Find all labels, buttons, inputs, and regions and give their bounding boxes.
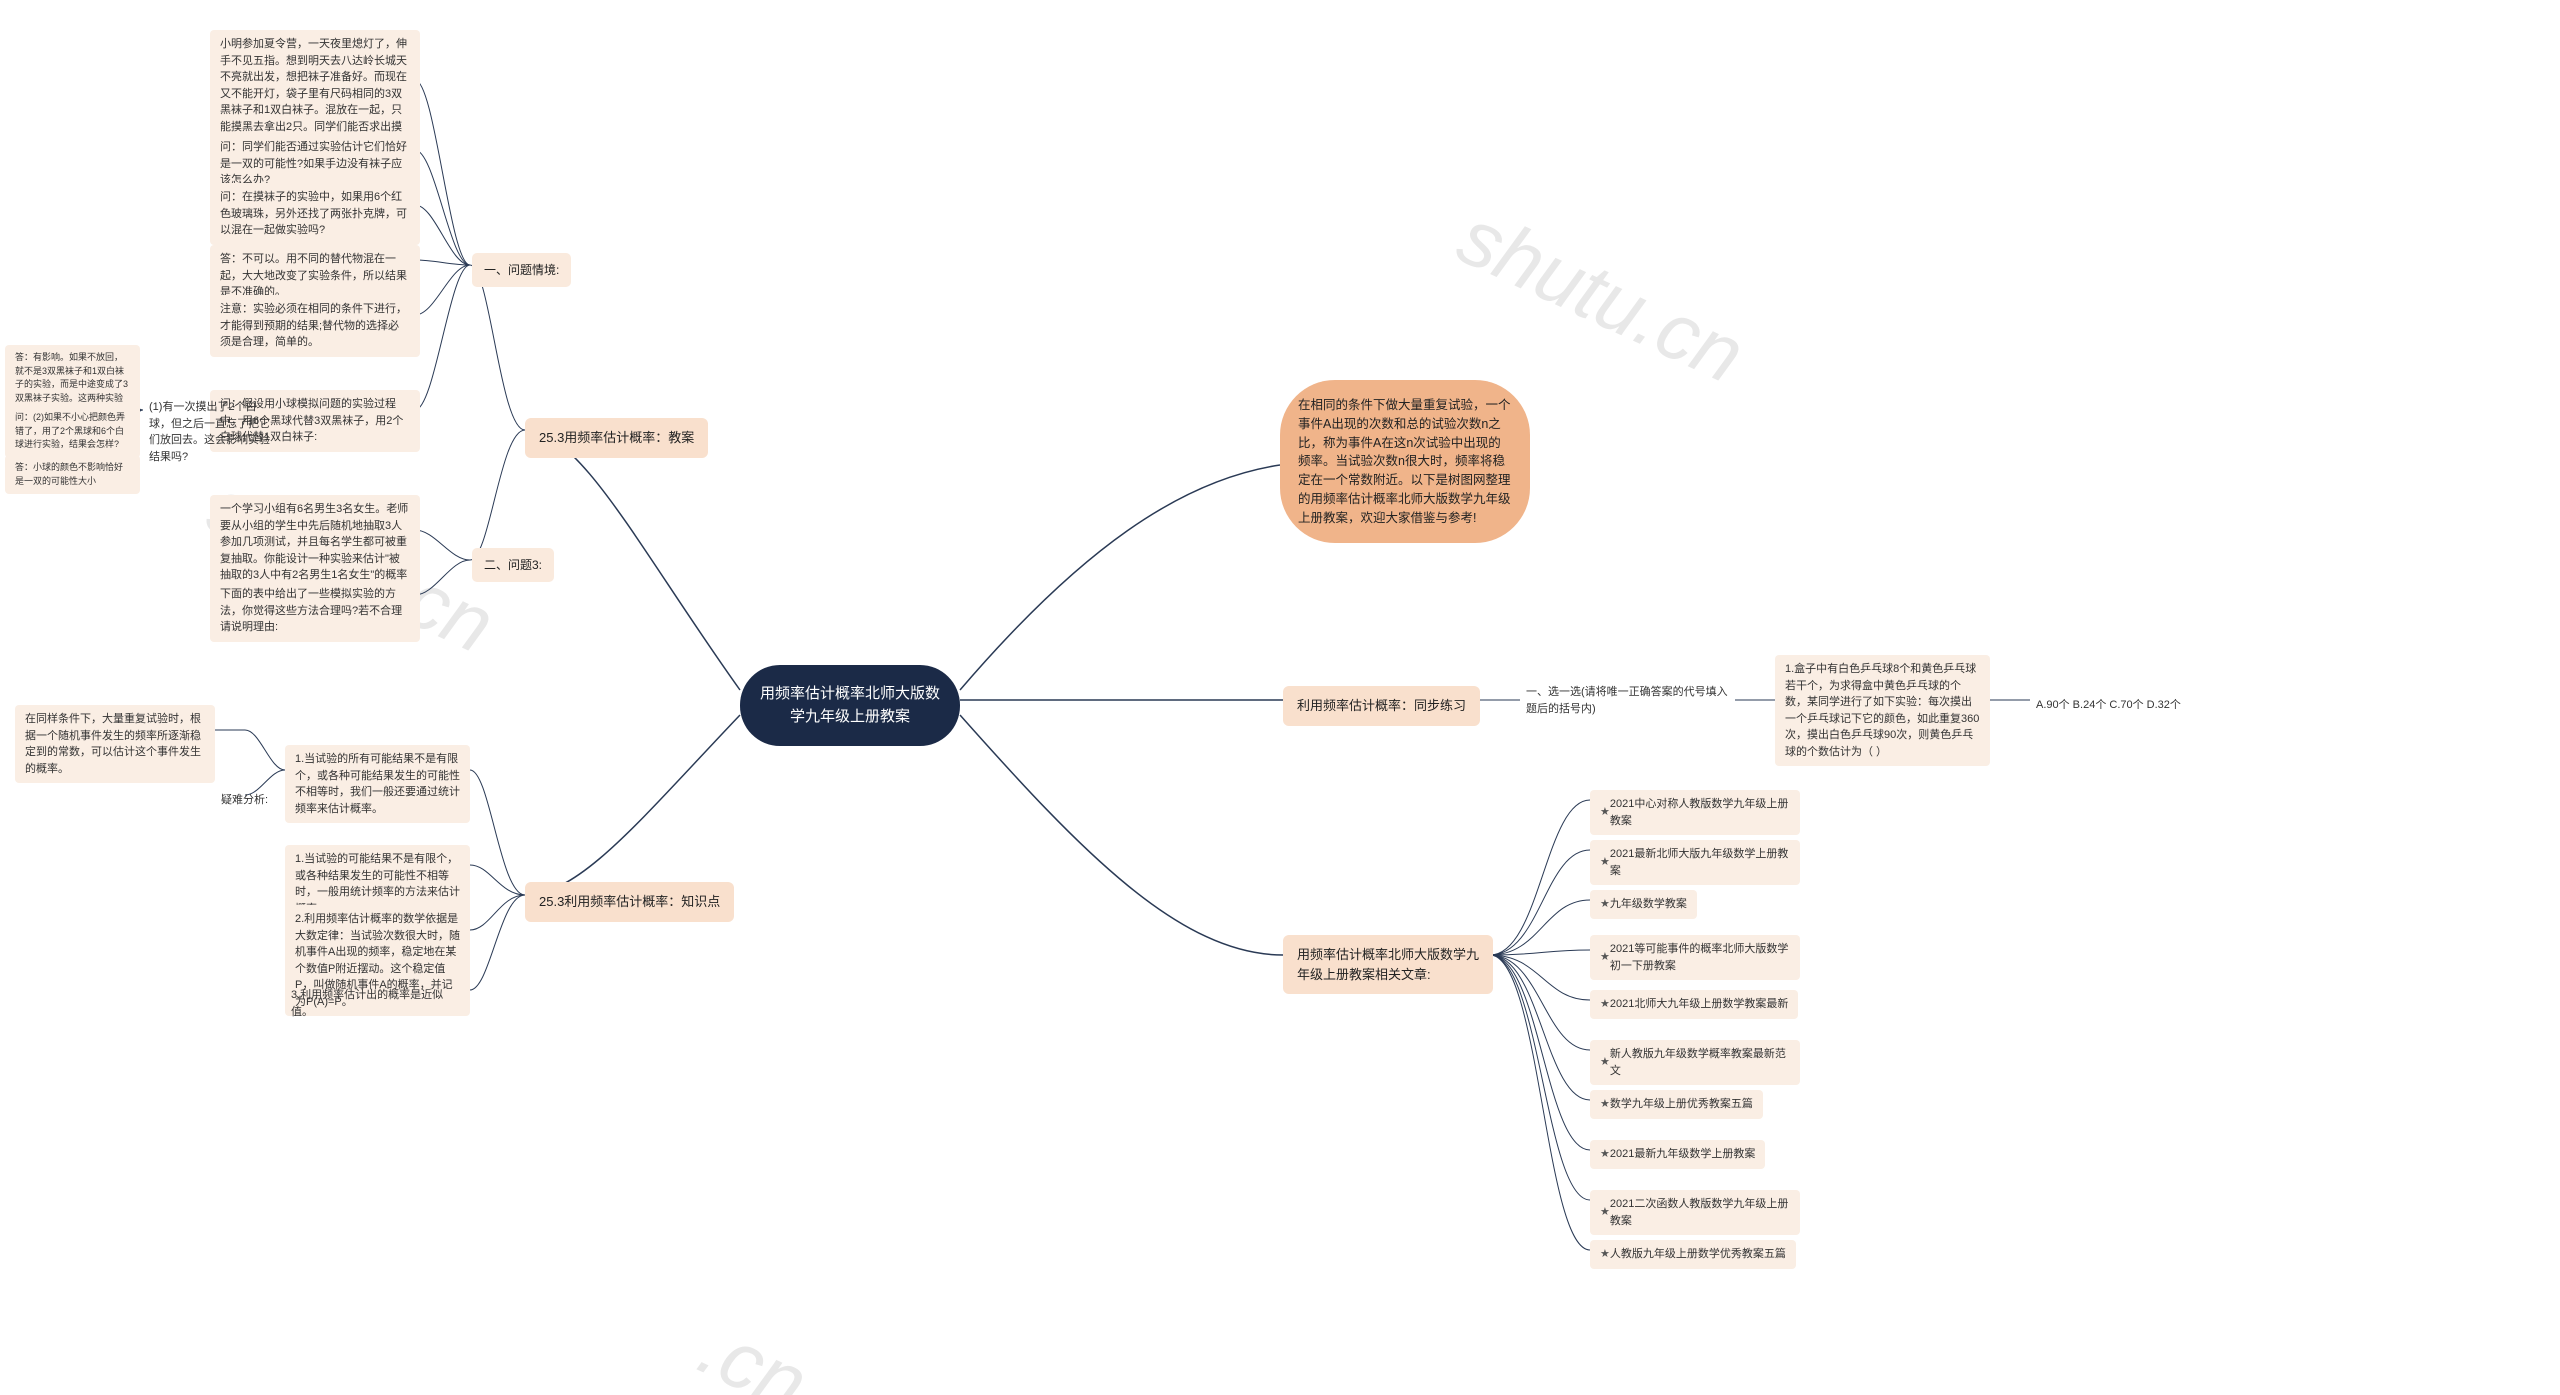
q3-item-1: 下面的表中给出了一些模拟实验的方法，你觉得这些方法合理吗?若不合理请说明理由:	[210, 580, 420, 642]
knowledge-label: 25.3利用频率估计概率：知识点	[539, 892, 720, 912]
center-text: 用频率估计概率北师大版数学九年级上册教案	[760, 683, 940, 728]
situation-node: 一、问题情境:	[472, 253, 571, 287]
related-label: 用频率估计概率北师大版数学九年级上册教案相关文章:	[1297, 945, 1479, 984]
knowledge-extra-label: 疑难分析:	[215, 788, 274, 813]
lesson-node: 25.3用频率估计概率：教案	[525, 418, 708, 458]
knowledge-item-3: 3.利用频率估计出的概率是近似值。	[285, 983, 470, 1024]
related-item-8: 2021二次函数人教版数学九年级上册教案	[1590, 1190, 1800, 1235]
practice-label: 利用频率估计概率：同步练习	[1297, 696, 1466, 716]
q3-node: 二、问题3:	[472, 548, 554, 582]
knowledge-extra: 在同样条件下，大量重复试验时，根据一个随机事件发生的频率所逐渐稳定到的常数，可以…	[15, 705, 215, 783]
practice-node: 利用频率估计概率：同步练习	[1283, 686, 1480, 726]
related-item-6: 数学九年级上册优秀教案五篇	[1590, 1090, 1763, 1119]
related-item-7: 2021最新九年级数学上册教案	[1590, 1140, 1765, 1169]
related-item-3: 2021等可能事件的概率北师大版数学初一下册教案	[1590, 935, 1800, 980]
ball-ans-1: 问：(2)如果不小心把颜色弄错了，用了2个黑球和6个白球进行实验，结果会怎样?	[5, 405, 140, 458]
related-item-5: 新人教版九年级数学概率教案最新范文	[1590, 1040, 1800, 1085]
related-item-9: 人教版九年级上册数学优秀教案五篇	[1590, 1240, 1796, 1269]
practice-q1: 1.盒子中有白色乒乓球8个和黄色乒乓球若干个，为求得盒中黄色乒乓球的个数，某同学…	[1775, 655, 1990, 766]
center-node: 用频率估计概率北师大版数学九年级上册教案	[740, 665, 960, 746]
related-node: 用频率估计概率北师大版数学九年级上册教案相关文章:	[1283, 935, 1493, 994]
ball-ans-2: 答：小球的颜色不影响恰好是一双的可能性大小	[5, 455, 140, 494]
ball-sub: (1)有一次摸出了2个白球，但之后一直忘了把它们放回去。这会影响实验结果吗?	[143, 395, 283, 469]
related-item-0: 2021中心对称人教版数学九年级上册教案	[1590, 790, 1800, 835]
practice-sub: 一、选一选(请将唯一正确答案的代号填入题后的括号内)	[1520, 680, 1735, 721]
knowledge-node: 25.3利用频率估计概率：知识点	[525, 882, 734, 922]
related-item-4: 2021北师大九年级上册数学教案最新	[1590, 990, 1798, 1019]
related-item-2: 九年级数学教案	[1590, 890, 1697, 919]
situation-item-4: 注意：实验必须在相同的条件下进行，才能得到预期的结果;替代物的选择必须是合理，简…	[210, 295, 420, 357]
lesson-label: 25.3用频率估计概率：教案	[539, 428, 694, 448]
related-item-1: 2021最新北师大版九年级数学上册教案	[1590, 840, 1800, 885]
practice-opts: A.90个 B.24个 C.70个 D.32个	[2030, 693, 2187, 718]
situation-item-2: 问：在摸袜子的实验中，如果用6个红色玻璃珠，另外还找了两张扑克牌，可以混在一起做…	[210, 183, 420, 245]
intro-text: 在相同的条件下做大量重复试验，一个事件A出现的次数和总的试验次数n之比，称为事件…	[1298, 396, 1512, 527]
knowledge-item-0: 1.当试验的所有可能结果不是有限个，或各种可能结果发生的可能性不相等时，我们一般…	[285, 745, 470, 823]
intro-node: 在相同的条件下做大量重复试验，一个事件A出现的次数和总的试验次数n之比，称为事件…	[1280, 380, 1530, 543]
